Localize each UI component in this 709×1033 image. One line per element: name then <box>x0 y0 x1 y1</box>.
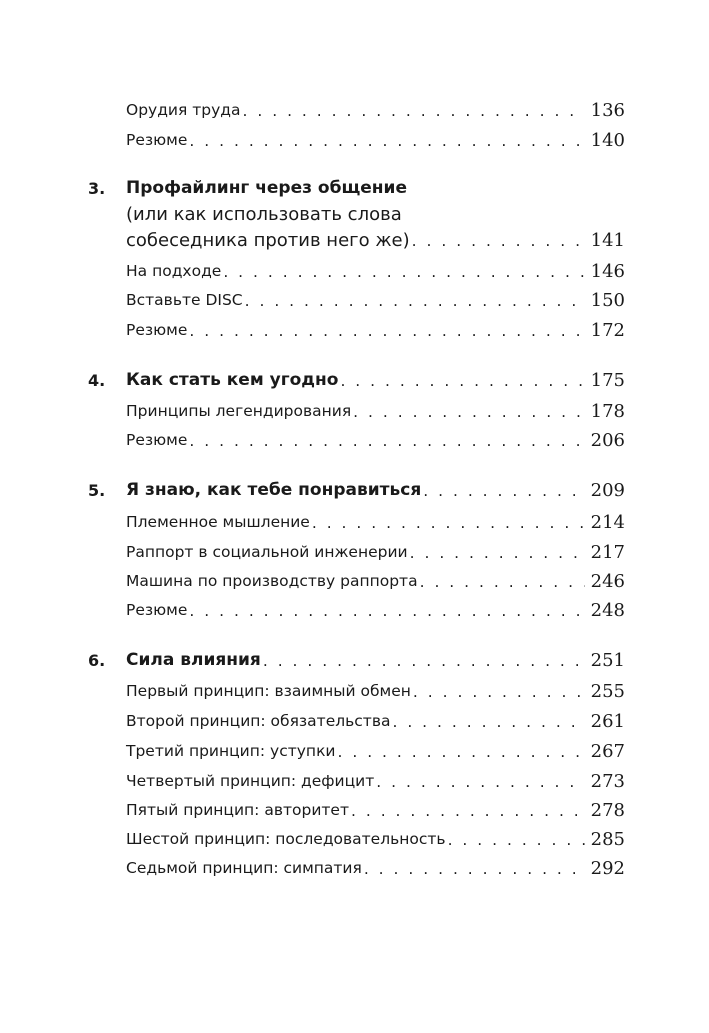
entry-title: Резюме <box>126 601 188 619</box>
page-number: 285 <box>590 828 625 850</box>
page-number: 278 <box>590 799 625 821</box>
entry-title: На подходе <box>126 262 222 280</box>
page-number: 178 <box>590 400 625 422</box>
toc-section-entry: На подходе 146 <box>88 258 625 284</box>
entry-title: Вставьте DISC <box>126 291 243 309</box>
dot-leader <box>392 713 584 731</box>
dot-leader <box>351 802 585 820</box>
page-number: 150 <box>590 289 625 311</box>
entry-title: Машина по производству раппорта <box>126 572 418 590</box>
toc-section-entry: Четвертый принцип: дефицит 273 <box>88 768 625 794</box>
toc-section-entry: Машина по производству раппорта 246 <box>88 568 625 594</box>
entry-title: Раппорт в социальной инженерии <box>126 543 408 561</box>
entry-title: Я знаю, как тебе понравиться <box>126 480 422 500</box>
dot-leader <box>245 292 585 310</box>
chapter-number: 5. <box>88 480 106 500</box>
page-number: 251 <box>590 649 625 671</box>
entry-title: Принципы легендирования <box>126 402 352 420</box>
page-number: 217 <box>590 541 625 563</box>
toc-section-entry: Резюме 206 <box>88 427 625 453</box>
dot-leader <box>364 860 585 878</box>
toc-section-entry: Пятый принцип: авторитет 278 <box>88 797 625 823</box>
dot-leader <box>410 544 585 562</box>
toc-section-entry: Резюме 172 <box>88 317 625 343</box>
page-number: 248 <box>590 599 625 621</box>
dot-leader <box>413 683 585 701</box>
page-number: 140 <box>590 129 625 151</box>
chapter-number: 6. <box>88 650 106 670</box>
toc-chapter-entry: 6. Сила влияния 251 <box>88 647 625 673</box>
page-number: 136 <box>590 99 625 121</box>
entry-title: Второй принцип: обязательства <box>126 712 391 730</box>
toc-section-entry: Орудия труда 136 <box>88 97 625 123</box>
dot-leader <box>189 322 584 340</box>
dot-leader <box>353 403 584 421</box>
toc-section-entry: Вставьте DISC 150 <box>88 287 625 313</box>
entry-title: Пятый принцип: авторитет <box>126 801 349 819</box>
dot-leader <box>189 602 584 620</box>
entry-title: Шестой принцип: последовательность <box>126 830 446 848</box>
toc-section-entry: Раппорт в социальной инженерии 217 <box>88 539 625 565</box>
entry-title: Четвертый принцип: дефицит <box>126 772 375 790</box>
page-number: 209 <box>590 479 625 501</box>
dot-leader <box>448 831 585 849</box>
dot-leader <box>189 432 584 450</box>
entry-title: Резюме <box>126 431 188 449</box>
entry-title: Третий принцип: уступки <box>126 742 336 760</box>
toc-chapter-entry: (или как использовать слова <box>88 201 625 227</box>
page-number: 261 <box>590 710 625 732</box>
toc-section-entry: Седьмой принцип: симпатия 292 <box>88 855 625 881</box>
dot-leader <box>243 102 585 120</box>
entry-title: Резюме <box>126 131 188 149</box>
toc-section-entry: Третий принцип: уступки 267 <box>88 738 625 764</box>
toc-section-entry: Резюме 248 <box>88 597 625 623</box>
toc-chapter-entry: 5. Я знаю, как тебе понравиться 209 <box>88 477 625 503</box>
toc-section-entry: Племенное мышление 214 <box>88 509 625 535</box>
entry-title: Резюме <box>126 321 188 339</box>
page-number: 214 <box>590 511 625 533</box>
entry-title: Первый принцип: взаимный обмен <box>126 682 411 700</box>
toc-chapter-entry: 4. Как стать кем угодно 175 <box>88 367 625 393</box>
dot-leader <box>420 573 585 591</box>
page-number: 206 <box>590 429 625 451</box>
toc-section-entry: Шестой принцип: последовательность 285 <box>88 826 625 852</box>
entry-title: Профайлинг через общение <box>126 178 407 198</box>
chapter-number: 3. <box>88 178 106 198</box>
dot-leader <box>189 132 584 150</box>
dot-leader <box>263 652 585 670</box>
page-number: 175 <box>590 369 625 391</box>
toc-chapter-entry: 3. Профайлинг через общение <box>88 175 625 201</box>
page-number: 246 <box>590 570 625 592</box>
page-number: 292 <box>590 857 625 879</box>
page-number: 255 <box>590 680 625 702</box>
entry-title: собеседника против него же) <box>126 229 410 251</box>
entry-title: Седьмой принцип: симпатия <box>126 859 362 877</box>
entry-title: (или как использовать слова <box>126 203 402 225</box>
toc-section-entry: Первый принцип: взаимный обмен 255 <box>88 678 625 704</box>
dot-leader <box>312 514 585 532</box>
toc-section-entry: Принципы легендирования 178 <box>88 398 625 424</box>
entry-title: Сила влияния <box>126 650 261 670</box>
page-number: 146 <box>590 260 625 282</box>
toc-section-entry: Резюме 140 <box>88 127 625 153</box>
dot-leader <box>338 743 585 761</box>
chapter-number: 4. <box>88 370 106 390</box>
page-number: 273 <box>590 770 625 792</box>
entry-title: Племенное мышление <box>126 513 310 531</box>
page-number: 141 <box>590 229 625 251</box>
page-number: 172 <box>590 319 625 341</box>
entry-title: Орудия труда <box>126 101 241 119</box>
dot-leader <box>412 232 585 250</box>
dot-leader <box>223 263 584 281</box>
entry-title: Как стать кем угодно <box>126 370 339 390</box>
toc-chapter-entry: собеседника против него же) 141 <box>88 227 625 253</box>
dot-leader <box>376 773 584 791</box>
dot-leader <box>340 372 584 390</box>
page-number: 267 <box>590 740 625 762</box>
toc-section-entry: Второй принцип: обязательства 261 <box>88 708 625 734</box>
dot-leader <box>423 482 584 500</box>
